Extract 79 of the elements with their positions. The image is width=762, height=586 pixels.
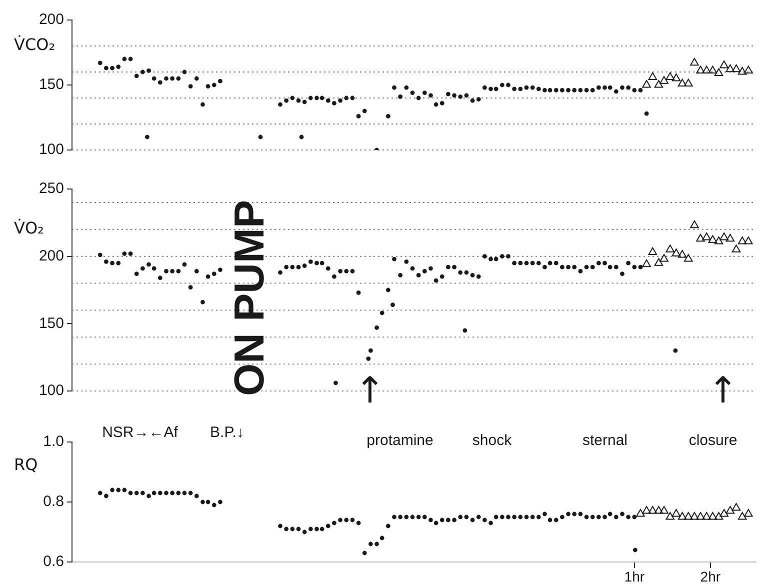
point: [666, 244, 675, 252]
point: [732, 64, 741, 72]
annotation: ON PUMP: [226, 200, 273, 396]
annotation: sternal: [582, 432, 628, 450]
text: NSR→←Af: [102, 424, 179, 442]
point: [738, 67, 747, 75]
annotation: ↑: [354, 370, 386, 412]
point: [714, 236, 724, 244]
y-tick-label: 100: [38, 141, 64, 158]
point: [708, 66, 718, 74]
y-tick-label: 0.8: [43, 493, 64, 510]
y-tick-label: 200: [38, 247, 64, 264]
point: [654, 80, 664, 88]
point: [684, 254, 693, 262]
point: [702, 512, 711, 520]
point: [744, 66, 753, 74]
point: [648, 72, 658, 80]
point: [654, 506, 664, 514]
y-axis-title: RQ: [14, 455, 38, 474]
point: [660, 254, 668, 262]
point: [642, 259, 651, 268]
point: [690, 58, 699, 66]
point: [744, 236, 753, 244]
point: [732, 244, 741, 252]
y-tick-label: 150: [38, 76, 64, 94]
point: [738, 512, 747, 520]
y-tick-label: 100: [38, 382, 64, 400]
point: [642, 80, 651, 88]
point: [672, 74, 681, 82]
point: [690, 512, 699, 520]
y-tick-label: 150: [38, 314, 64, 332]
point: [690, 220, 699, 228]
point: [726, 64, 735, 72]
point: [678, 250, 687, 258]
point: [726, 234, 735, 242]
point: [684, 78, 693, 86]
y-tick-label: 0.6: [43, 553, 64, 570]
point: [702, 232, 711, 240]
annotation: ↑: [708, 370, 738, 412]
point: [720, 60, 728, 68]
point: [702, 66, 711, 74]
point: [744, 509, 753, 517]
point: [696, 234, 705, 242]
point: [696, 512, 705, 520]
point: [660, 506, 668, 514]
point: [636, 509, 645, 517]
point: [666, 512, 675, 520]
x-tick-label: 2hr: [700, 568, 721, 584]
y-axis-title: V̇CO₂: [14, 35, 56, 54]
point: [660, 76, 668, 84]
point: [738, 236, 747, 244]
y-tick-label: 200: [38, 11, 64, 28]
point: [684, 512, 693, 520]
annotation: protamine: [366, 432, 434, 450]
point: [678, 78, 687, 86]
y-axis-title: V̇O₂: [14, 218, 44, 238]
point: [666, 72, 675, 80]
point: [714, 512, 724, 520]
annotation: shock: [472, 432, 512, 450]
text: B.P.↓: [210, 424, 244, 442]
y-tick-label: 250: [38, 180, 64, 198]
point: [696, 66, 705, 74]
point: [714, 68, 724, 76]
annotation: closure: [688, 432, 738, 450]
point: [708, 512, 718, 520]
point: [672, 248, 681, 256]
point: [654, 258, 664, 266]
point: [720, 232, 728, 240]
point: [732, 503, 741, 511]
point: [648, 506, 658, 514]
x-tick-label: 1hr: [624, 568, 645, 584]
point: [726, 506, 735, 514]
point: [672, 509, 681, 517]
point: [720, 509, 728, 517]
y-tick-label: 1.0: [43, 433, 64, 450]
point: [642, 506, 651, 514]
point: [708, 235, 718, 243]
point: [648, 247, 658, 256]
point: [678, 512, 687, 520]
